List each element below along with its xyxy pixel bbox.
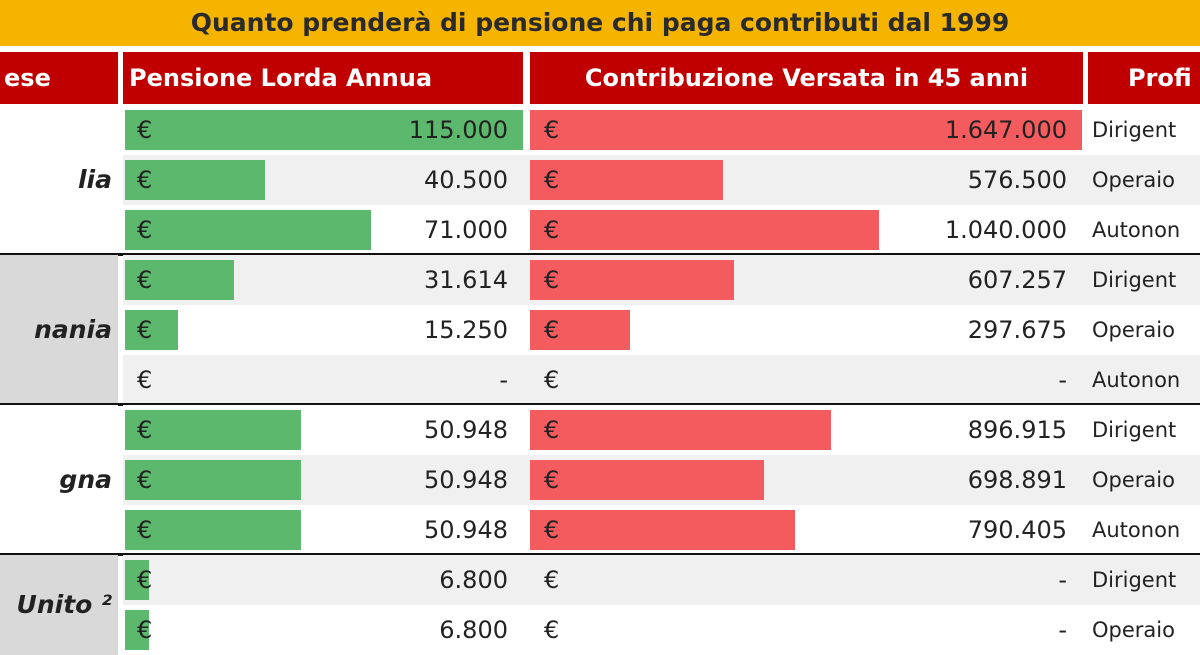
profile: Dirigent <box>1092 568 1177 592</box>
profile: Operaio <box>1092 168 1175 192</box>
value: 1.647.000 <box>944 116 1067 144</box>
value: 6.800 <box>439 616 508 644</box>
bar <box>125 410 302 450</box>
country-cell <box>0 105 118 255</box>
bar <box>125 460 302 500</box>
country: gna <box>59 465 112 494</box>
profile: Autonon <box>1092 218 1181 242</box>
country: lia <box>77 165 112 194</box>
bar <box>125 260 235 300</box>
currency: € <box>544 316 560 344</box>
currency: € <box>137 416 153 444</box>
value: 115.000 <box>408 116 508 144</box>
currency: € <box>137 466 153 494</box>
currency: € <box>137 216 153 244</box>
bar <box>125 560 149 600</box>
value: 50.948 <box>424 466 508 494</box>
header-cell: Profi <box>1088 52 1200 104</box>
value: 31.614 <box>424 266 508 294</box>
value: - <box>499 366 508 394</box>
value: 50.948 <box>424 416 508 444</box>
profile: Dirigent <box>1092 118 1177 142</box>
country-cell <box>0 405 118 555</box>
currency: € <box>544 366 560 394</box>
currency: € <box>544 566 560 594</box>
separator <box>0 553 1200 556</box>
value: 576.500 <box>967 166 1067 194</box>
value: 896.915 <box>967 416 1067 444</box>
value: 71.000 <box>424 216 508 244</box>
bar <box>125 510 302 550</box>
row-bg <box>123 305 1200 355</box>
country-cell <box>0 255 118 405</box>
currency: € <box>137 316 153 344</box>
value: 6.800 <box>439 566 508 594</box>
currency: € <box>137 366 153 394</box>
value: 15.250 <box>424 316 508 344</box>
value: - <box>1058 566 1067 594</box>
profile: Operaio <box>1092 318 1175 342</box>
profile: Dirigent <box>1092 418 1177 442</box>
currency: € <box>544 166 560 194</box>
currency: € <box>544 416 560 444</box>
title: Quanto prenderà di pensione chi paga con… <box>0 0 1200 46</box>
value: 790.405 <box>967 516 1067 544</box>
profile: Autonon <box>1092 518 1181 542</box>
bar <box>530 510 795 550</box>
bar <box>125 160 266 200</box>
profile: Operaio <box>1092 468 1175 492</box>
value: 50.948 <box>424 516 508 544</box>
bar <box>530 260 734 300</box>
profile: Operaio <box>1092 618 1175 642</box>
profile: Autonon <box>1092 368 1181 392</box>
bar <box>530 210 879 250</box>
row-bg <box>123 355 1200 405</box>
bar <box>125 310 178 350</box>
currency: € <box>544 516 560 544</box>
value: 607.257 <box>967 266 1067 294</box>
currency: € <box>544 466 560 494</box>
value: 1.040.000 <box>944 216 1067 244</box>
currency: € <box>544 266 560 294</box>
value: 698.891 <box>967 466 1067 494</box>
separator <box>0 403 1200 406</box>
bar <box>530 110 1082 150</box>
value: - <box>1058 616 1067 644</box>
value: - <box>1058 366 1067 394</box>
currency: € <box>137 116 153 144</box>
currency: € <box>544 216 560 244</box>
header-cell: ese <box>0 52 118 104</box>
currency: € <box>544 116 560 144</box>
currency: € <box>137 266 153 294</box>
value: 297.675 <box>967 316 1067 344</box>
currency: € <box>137 516 153 544</box>
bar <box>530 410 831 450</box>
country: nania <box>34 315 112 344</box>
currency: € <box>137 566 153 594</box>
bar <box>125 210 371 250</box>
row-bg <box>123 555 1200 605</box>
profile: Dirigent <box>1092 268 1177 292</box>
header-cell: Contribuzione Versata in 45 anni <box>530 52 1083 104</box>
bar <box>125 110 523 150</box>
currency: € <box>137 166 153 194</box>
bar <box>530 310 630 350</box>
country: Unito ² <box>16 590 112 619</box>
bar <box>530 460 765 500</box>
separator <box>0 253 1200 256</box>
bar <box>530 160 724 200</box>
value: 40.500 <box>424 166 508 194</box>
header-cell: Pensione Lorda Annua <box>123 52 523 104</box>
